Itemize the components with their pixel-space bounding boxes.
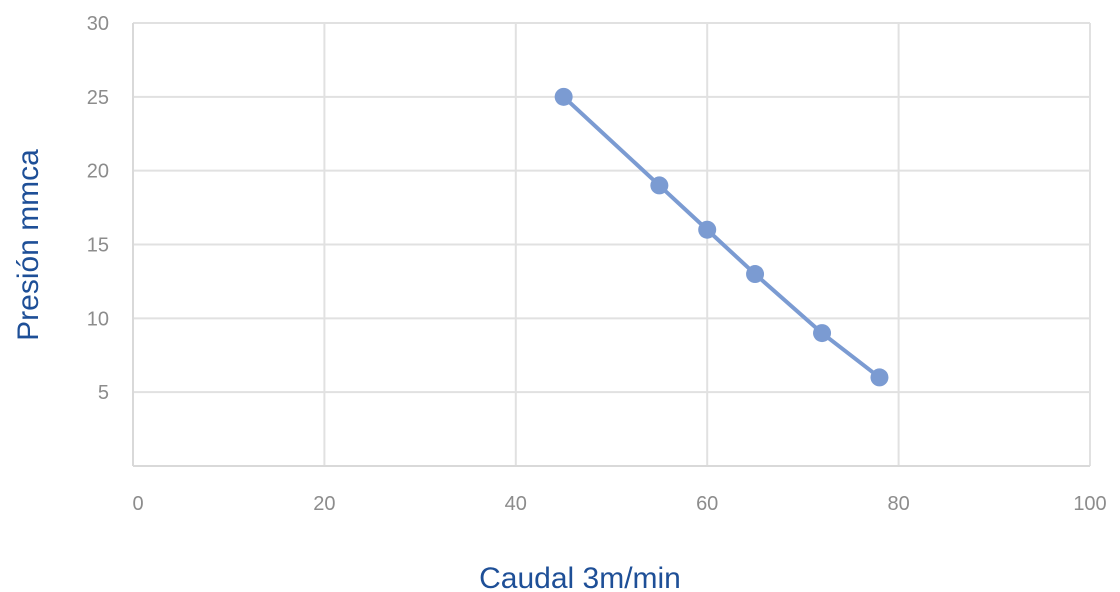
y-tick-label: 30 — [87, 13, 109, 35]
x-tick-label: 100 — [1073, 493, 1106, 515]
series-line — [561, 94, 882, 380]
x-tick-label: 0 — [132, 493, 143, 515]
gridlines — [133, 22, 1091, 466]
y-tick-label: 15 — [87, 235, 109, 257]
y-tick-label: 20 — [87, 161, 109, 183]
data-point — [554, 87, 573, 106]
x-tick-label: 20 — [313, 493, 335, 515]
data-point — [870, 368, 889, 387]
data-point — [698, 220, 717, 239]
x-tick-label: 40 — [505, 493, 527, 515]
tick-labels: 0 20 40 60 80 100 5 10 15 20 25 30 — [87, 13, 1107, 515]
y-tick-label: 5 — [98, 382, 109, 404]
x-axis-title: Caudal 3m/min — [479, 562, 681, 592]
axes — [132, 23, 1090, 467]
data-point — [650, 176, 669, 195]
x-tick-label: 60 — [696, 493, 718, 515]
x-tick-label: 80 — [887, 493, 909, 515]
series-group — [554, 87, 889, 387]
y-axis-title: Presión mmca — [12, 149, 45, 341]
y-tick-label: 25 — [87, 87, 109, 109]
data-point — [813, 324, 832, 343]
data-point — [746, 265, 765, 284]
y-tick-label: 10 — [87, 308, 109, 330]
